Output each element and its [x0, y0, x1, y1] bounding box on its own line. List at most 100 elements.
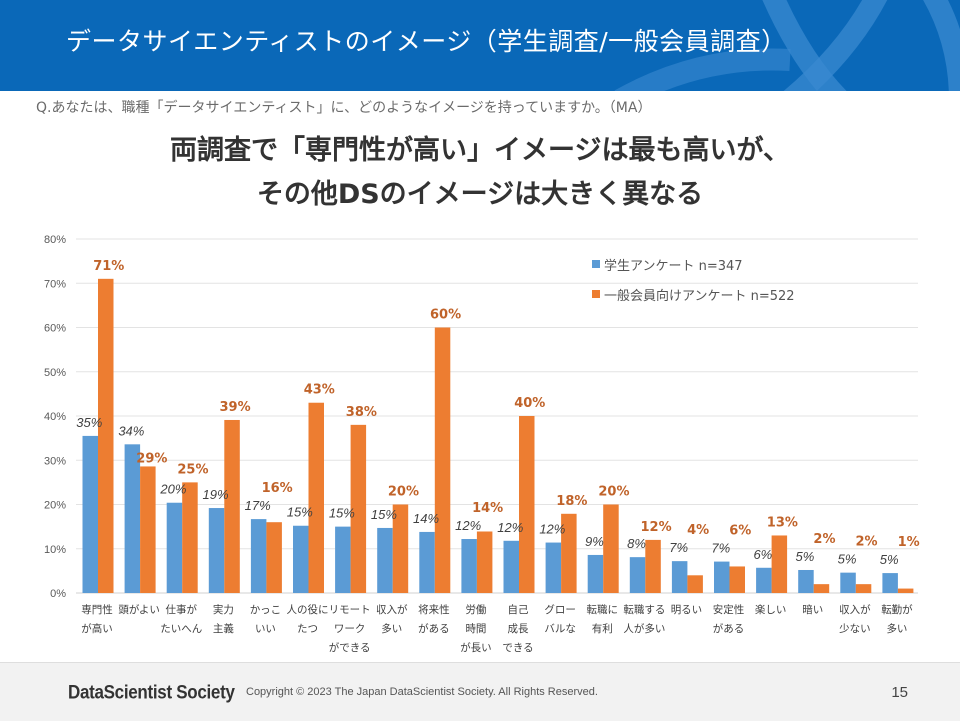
data-label-member: 13% — [767, 515, 798, 530]
data-label-member: 40% — [514, 396, 545, 411]
y-tick-label: 10% — [44, 544, 66, 556]
x-category-label: 楽しい — [755, 603, 787, 616]
data-label-student: 35% — [76, 415, 102, 430]
data-label-student: 15% — [371, 507, 397, 522]
data-label-student: 12% — [455, 518, 481, 533]
data-label-student: 14% — [413, 511, 439, 526]
data-label-member: 18% — [556, 494, 587, 509]
bar-chart: 0% 10% 20% 30% 40% 50% 60% 70% 80% 35% 71% 専門性が高い 34… — [44, 234, 920, 654]
data-label-member: 71% — [93, 259, 124, 274]
x-category-label: ワーク — [334, 623, 366, 635]
bar-member — [897, 588, 914, 593]
x-category-label: 暗い — [802, 603, 823, 616]
data-label-member: 2% — [856, 535, 878, 550]
bar-student — [82, 435, 98, 593]
bar-member — [224, 419, 240, 593]
bar-student — [671, 561, 688, 593]
x-category-label: 少ない — [839, 623, 871, 635]
bar-member — [729, 566, 745, 593]
y-tick-label: 30% — [44, 455, 66, 467]
chart-legend: 学生アンケート n=347 一般会員向けアンケート n=522 — [592, 256, 795, 316]
data-label-student: 12% — [497, 520, 523, 535]
x-category-label: 専門性 — [81, 603, 113, 616]
x-category-label: 将来性 — [418, 603, 450, 616]
x-category-label: 収入が — [376, 603, 408, 616]
data-label-student: 20% — [159, 482, 186, 497]
data-label-member: 4% — [687, 523, 709, 538]
bar-student — [545, 542, 562, 593]
bar-student — [335, 526, 351, 593]
data-label-member: 12% — [640, 520, 671, 535]
bar-student — [377, 527, 393, 593]
data-label-student: 12% — [539, 522, 565, 537]
headline-line-2: その他DSのイメージは大きく異なる — [256, 179, 704, 210]
bar-student — [461, 539, 477, 593]
bar-student — [882, 573, 898, 593]
x-category-label: 転職に — [587, 604, 619, 616]
data-label-student: 6% — [753, 547, 772, 562]
data-label-member: 29% — [136, 451, 167, 466]
bar-student — [714, 561, 730, 593]
bar-student — [798, 569, 814, 593]
bar-member — [434, 327, 451, 593]
data-label-student: 5% — [796, 549, 815, 564]
x-category-label: できる — [502, 642, 533, 654]
data-label-student: 5% — [838, 552, 857, 567]
bar-student — [503, 540, 519, 593]
bar-member — [771, 535, 788, 593]
bar-member — [476, 531, 493, 593]
legend-swatch-member — [592, 290, 600, 298]
y-tick-label: 40% — [44, 411, 66, 423]
x-category-label: 明るい — [671, 604, 703, 616]
bar-member — [140, 466, 156, 593]
bar-member — [645, 539, 661, 593]
x-category-label: 成長 — [508, 623, 529, 635]
bar-student — [124, 444, 141, 593]
bar-member — [855, 584, 872, 593]
data-label-student: 7% — [669, 540, 688, 555]
data-label-student: 34% — [118, 423, 144, 438]
x-category-label: 労働 — [465, 603, 486, 616]
bar-member — [182, 482, 198, 593]
x-category-label: 多い — [381, 622, 402, 635]
x-category-label: たつ — [297, 623, 318, 635]
y-tick-label: 0% — [50, 588, 66, 600]
legend-item-student: 学生アンケート n=347 — [592, 256, 795, 274]
decorative-swirl-icon — [614, 0, 960, 91]
x-category-label: 収入が — [839, 603, 871, 616]
legend-swatch-student — [592, 260, 600, 268]
x-category-label: 有利 — [592, 622, 613, 635]
data-label-member: 20% — [598, 485, 629, 500]
x-category-label: 主義 — [213, 622, 234, 635]
data-label-member: 14% — [472, 501, 503, 516]
x-category-label: 安定性 — [713, 603, 745, 616]
data-label-student: 8% — [627, 536, 646, 551]
y-tick-label: 60% — [44, 323, 66, 335]
x-category-label: 人が多い — [623, 622, 665, 635]
bar-member — [561, 513, 577, 593]
bar-student — [293, 525, 309, 593]
y-tick-label: 80% — [44, 234, 66, 246]
data-label-member: 2% — [813, 532, 835, 547]
x-category-label: 多い — [886, 622, 907, 635]
x-category-label: が長い — [460, 641, 492, 654]
x-category-label: 頭がよい — [118, 603, 159, 616]
data-label-student: 9% — [585, 534, 604, 549]
data-label-student: 17% — [245, 498, 271, 513]
bar-member — [392, 504, 409, 593]
bar-student — [756, 567, 772, 593]
bar-student — [419, 531, 435, 593]
slide-footer: DataScientist Society Copyright © 2023 T… — [0, 662, 960, 721]
page-number: 15 — [891, 684, 908, 701]
y-tick-label: 20% — [44, 500, 66, 512]
bar-student — [840, 572, 856, 593]
footer-copyright: Copyright © 2023 The Japan DataScientist… — [246, 686, 598, 698]
x-category-label: ができる — [329, 641, 371, 654]
bar-student — [629, 557, 646, 593]
bar-member — [350, 424, 367, 593]
x-category-label: グロー — [544, 603, 576, 616]
x-category-label: がある — [418, 622, 450, 635]
legend-item-member: 一般会員向けアンケート n=522 — [592, 286, 795, 304]
data-label-member: 43% — [304, 383, 335, 398]
y-tick-label: 50% — [44, 367, 66, 379]
